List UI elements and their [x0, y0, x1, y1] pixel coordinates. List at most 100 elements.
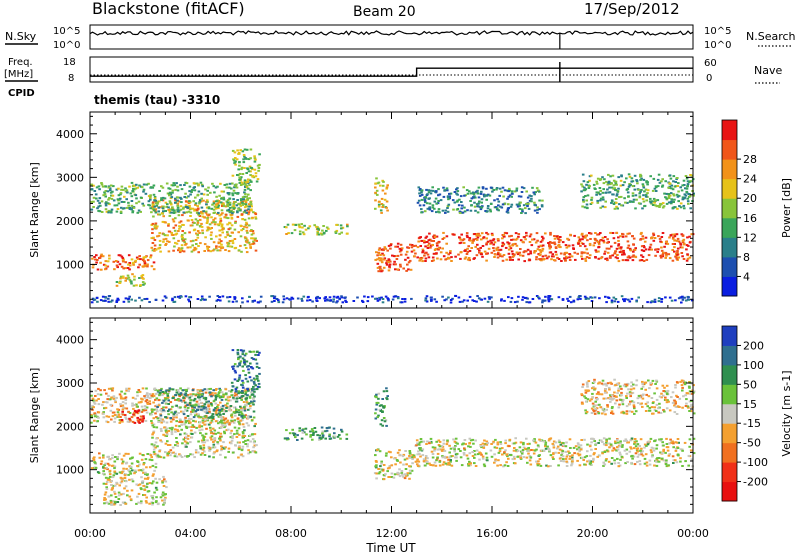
cell: [466, 209, 469, 212]
cell: [461, 239, 465, 242]
cell: [628, 183, 631, 185]
cell: [255, 374, 258, 377]
cell: [99, 299, 103, 302]
cell: [538, 199, 541, 202]
cell: [240, 213, 244, 216]
cell: [682, 238, 686, 241]
cell: [204, 391, 208, 394]
cell: [495, 248, 499, 251]
cell: [194, 208, 197, 211]
cell: [142, 283, 145, 286]
cell: [457, 296, 461, 299]
cell: [257, 167, 261, 169]
cell: [425, 202, 429, 205]
cell: [253, 212, 257, 214]
cell: [679, 448, 683, 451]
cell: [129, 467, 133, 470]
cell: [117, 298, 120, 301]
cell: [229, 432, 233, 435]
cell: [536, 211, 539, 214]
cell: [159, 413, 162, 416]
cell: [288, 432, 292, 435]
cell: [557, 296, 561, 299]
cell: [156, 201, 159, 204]
cell: [252, 232, 255, 235]
cell: [596, 177, 600, 180]
cell: [167, 208, 170, 211]
cell: [506, 197, 509, 200]
cell: [677, 240, 681, 243]
cell: [121, 276, 125, 279]
cell: [513, 253, 516, 256]
cell: [245, 172, 248, 174]
cell: [424, 257, 428, 260]
cell: [119, 420, 123, 423]
cell: [383, 246, 387, 249]
cell: [118, 452, 121, 455]
cell: [152, 261, 156, 264]
cell: [240, 229, 243, 232]
cell: [183, 418, 187, 421]
cell: [157, 399, 161, 402]
cell: [453, 201, 457, 204]
cell: [128, 412, 132, 414]
cell: [169, 388, 173, 391]
cell: [178, 418, 182, 421]
cell: [685, 248, 688, 251]
cell: [176, 442, 179, 445]
cell: [160, 387, 163, 390]
cell: [253, 378, 257, 381]
cell: [522, 187, 526, 190]
cell: [297, 223, 301, 226]
echo-region: [580, 173, 695, 210]
cell: [604, 236, 607, 238]
cell: [691, 299, 694, 302]
cell: [250, 357, 254, 359]
echo-region: [156, 387, 256, 420]
cell: [665, 459, 668, 462]
cell: [244, 203, 248, 206]
cell: [104, 195, 107, 198]
cell: [198, 429, 201, 432]
cell: [378, 404, 382, 407]
cell: [161, 394, 164, 397]
cell: [509, 205, 513, 208]
cell: [252, 397, 255, 400]
cell: [160, 430, 163, 432]
cell: [384, 192, 387, 195]
cell: [130, 462, 134, 465]
cell: [162, 406, 165, 409]
cell: [109, 300, 113, 303]
cell: [197, 190, 201, 193]
cell: [217, 392, 221, 395]
cell: [547, 447, 551, 450]
cell: [671, 259, 675, 262]
cell: [220, 225, 224, 228]
cell: [594, 238, 597, 240]
cell: [107, 297, 110, 300]
cell: [256, 178, 260, 181]
cell: [316, 295, 320, 298]
cell: [398, 449, 401, 452]
cell: [133, 472, 136, 475]
cell: [244, 204, 248, 207]
cell: [456, 187, 459, 190]
cell: [160, 440, 164, 443]
cell: [254, 213, 258, 216]
cell: [669, 177, 673, 180]
cell: [152, 430, 156, 433]
cell: [185, 182, 189, 185]
cell: [499, 443, 503, 445]
cell: [480, 198, 484, 201]
cell: [419, 448, 422, 451]
cell: [535, 256, 538, 259]
cell: [130, 181, 134, 184]
cell: [629, 446, 632, 449]
cell: [213, 429, 217, 432]
cell: [126, 191, 129, 194]
cell: [105, 466, 108, 469]
cell: [151, 201, 155, 204]
cell: [321, 432, 324, 435]
cell: [236, 192, 240, 195]
cell: [644, 193, 648, 196]
